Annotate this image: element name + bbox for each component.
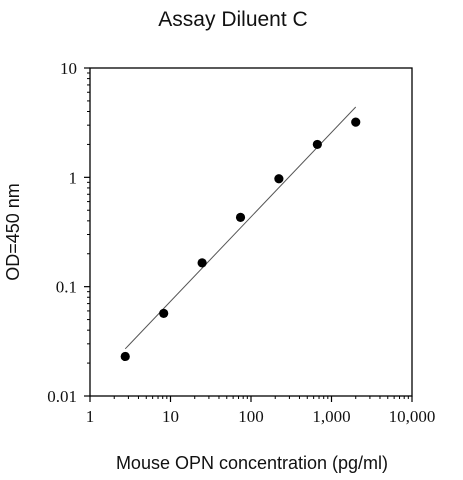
y-tick-label: 0.01 [47,387,77,406]
x-tick-label: 10 [162,407,179,426]
data-point [274,174,284,184]
plot-frame [89,67,413,397]
y-axis-label: OD=450 nm [3,183,23,281]
data-point [312,139,322,150]
data-point [235,212,246,223]
y-tick-label: 10 [60,59,77,78]
data-point [159,308,169,318]
data-point [120,351,130,362]
axis-ticks [84,67,413,402]
chart-title: Assay Diluent C [158,8,307,31]
y-tick-label: 1 [69,168,78,187]
x-tick-label: 100 [238,407,264,426]
data-points [120,117,361,362]
x-tick-label: 1,000 [312,407,350,426]
x-tick-label: 10,000 [389,407,436,426]
axis-tick-labels: 1 10 100 1,000 10,000 0.01 0.1 1 10 [47,59,435,426]
y-tick-label: 0.1 [56,278,77,297]
x-tick-label: 1 [86,407,95,426]
x-axis-label: Mouse OPN concentration (pg/ml) [116,453,388,473]
data-point [351,117,361,127]
data-point [197,258,207,268]
